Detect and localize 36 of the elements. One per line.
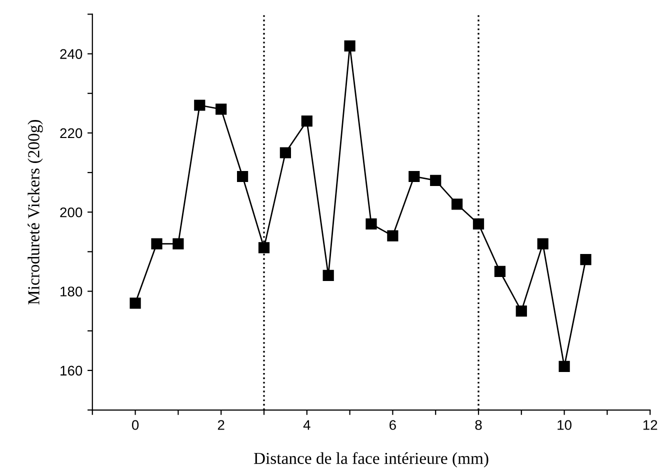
point <box>344 40 356 52</box>
point <box>537 238 548 250</box>
point <box>322 270 334 281</box>
x-axis-title: Distance de la face intérieure (mm) <box>254 452 488 468</box>
point <box>172 238 184 250</box>
x-tick-label: 6 <box>390 420 396 430</box>
point <box>301 116 312 127</box>
point <box>558 360 570 372</box>
point <box>236 170 248 182</box>
y-tick-label: 240 <box>60 49 82 59</box>
y-tick-label: 220 <box>60 128 82 138</box>
y-tick-label: 160 <box>60 366 82 376</box>
point <box>151 238 162 250</box>
y-axis-title: Microdureté Vickers (200g) <box>28 120 43 304</box>
x-tick-label: 4 <box>303 420 310 430</box>
point <box>516 306 527 317</box>
point <box>258 242 270 254</box>
x-tick-label: 12 <box>643 420 658 430</box>
point <box>430 174 442 186</box>
point <box>408 170 420 182</box>
y-tick-label: 180 <box>60 286 82 296</box>
point <box>216 104 227 115</box>
point <box>451 198 463 210</box>
point <box>194 100 206 111</box>
x-tick-label: 2 <box>218 420 224 430</box>
x-tick-label: 8 <box>475 420 482 430</box>
point <box>130 298 141 309</box>
x-tick-label: 10 <box>558 420 572 430</box>
point <box>494 266 506 278</box>
point <box>280 147 292 158</box>
point <box>366 218 377 230</box>
point <box>580 254 592 266</box>
point <box>472 218 484 230</box>
y-tick-label: 200 <box>60 207 82 218</box>
x-tick-label: 0 <box>132 420 139 430</box>
point <box>387 230 398 242</box>
